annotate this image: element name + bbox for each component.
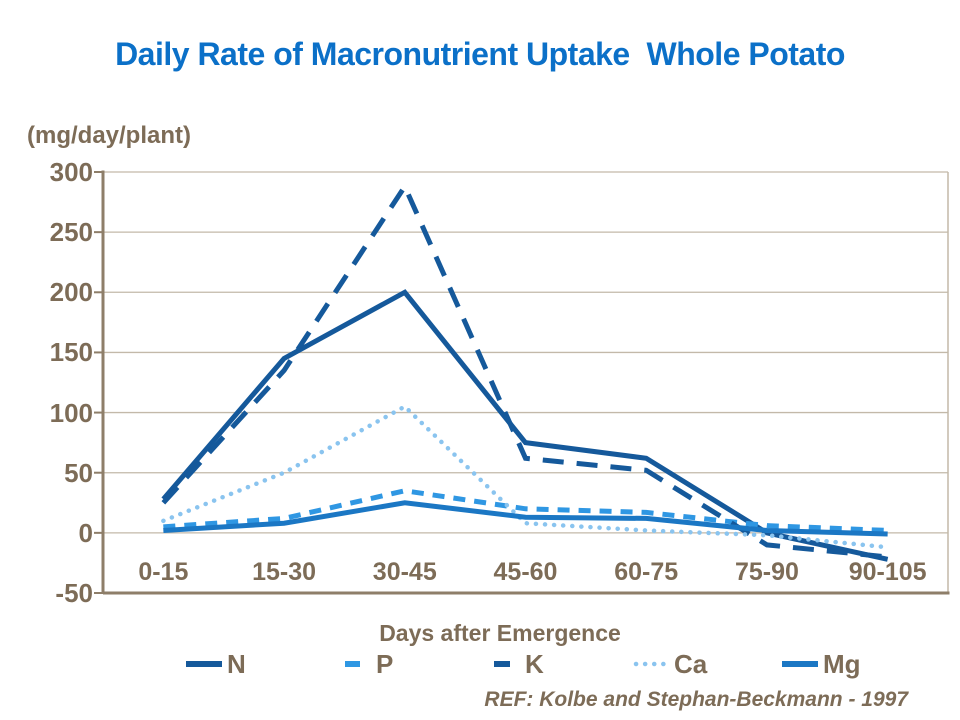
series-line-P (163, 488, 888, 533)
legend-item-K: K (482, 650, 544, 678)
x-category-label: 45-60 (493, 558, 558, 586)
y-tick-label: 50 (64, 457, 93, 488)
y-tick-label: 300 (49, 157, 93, 187)
legend-label-P: P (376, 649, 394, 679)
chart-title: Daily Rate of Macronutrient Uptake Whole… (115, 36, 845, 72)
y-tick-label: 250 (49, 217, 93, 248)
y-tick-label: 200 (49, 277, 93, 308)
legend-swatch-K (494, 661, 510, 667)
series-line-K (161, 181, 888, 560)
legend-swatch-N (186, 661, 222, 667)
y-axis-unit-label: (mg/day/plant) (27, 122, 192, 149)
x-category-label: 60-75 (614, 558, 679, 586)
legend-label-N: N (227, 649, 246, 679)
legend-label-Ca: Ca (674, 649, 708, 679)
y-tick-label: -50 (55, 578, 93, 608)
legend-item-N: N (184, 650, 246, 678)
y-tick-label: 0 (78, 517, 93, 548)
legend-label-K: K (525, 649, 544, 679)
legend-item-Mg: Mg (780, 650, 861, 678)
legend-swatch-Ca (633, 661, 667, 667)
reference-note: REF: Kolbe and Stephan-Beckmann - 1997 (484, 688, 908, 711)
legend-swatch-P (345, 661, 360, 667)
series-line-Ca (161, 403, 890, 550)
legend-swatch-Mg (782, 661, 818, 667)
y-tick-label: 100 (49, 397, 93, 428)
legend-label-Mg: Mg (823, 649, 861, 679)
x-category-label: 90-105 (848, 558, 927, 586)
x-category-label: 30-45 (372, 558, 437, 586)
x-category-label: 0-15 (138, 558, 189, 586)
legend-item-Ca: Ca (631, 650, 707, 678)
legend-item-P: P (333, 650, 393, 678)
series-line-Mg (163, 500, 888, 537)
x-axis-title: Days after Emergence (379, 620, 621, 646)
y-tick-label: 150 (49, 337, 93, 368)
x-category-label: 15-30 (252, 558, 317, 586)
x-category-label: 75-90 (734, 558, 799, 586)
